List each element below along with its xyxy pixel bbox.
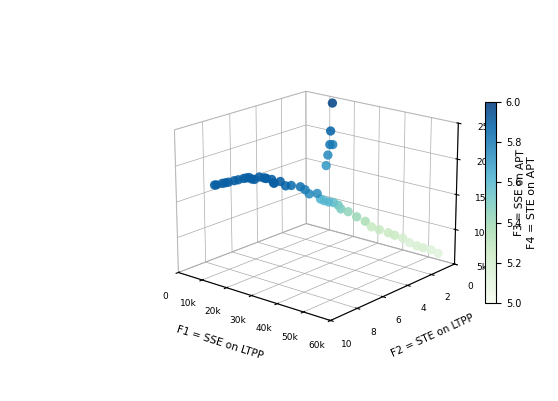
X-axis label: F1 = SSE on LTPP: F1 = SSE on LTPP [175, 325, 264, 361]
Y-axis label: F2 = STE on LTPP: F2 = STE on LTPP [390, 313, 476, 359]
Y-axis label: F4 = STE on APT: F4 = STE on APT [527, 156, 537, 249]
